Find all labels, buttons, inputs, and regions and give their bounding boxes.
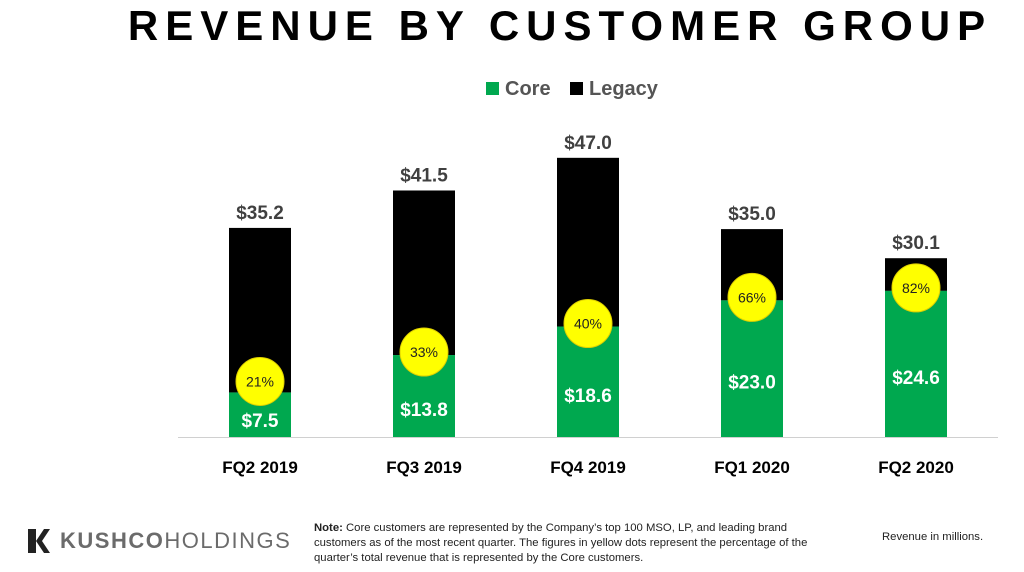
core-share-dot: [563, 299, 613, 349]
x-tick-label: FQ3 2019: [386, 458, 462, 477]
units-note: Revenue in millions.: [882, 531, 984, 543]
core-share-label: 40%: [574, 316, 602, 332]
note-text: Core customers are represented by the Co…: [314, 522, 808, 564]
bar-core: [885, 290, 947, 437]
x-tick-label: FQ1 2020: [714, 458, 790, 477]
x-tick-label: FQ2 2020: [878, 458, 954, 477]
bar-legacy: [557, 157, 619, 327]
kushco-k-icon: [28, 529, 50, 553]
total-label: $30.1: [892, 233, 940, 254]
bar-core: [721, 300, 783, 437]
core-share-label: 82%: [902, 280, 930, 296]
legend-swatch-legacy: [570, 82, 583, 95]
total-label: $41.5: [400, 165, 448, 186]
core-share-dot: [235, 356, 285, 406]
footnote: Note: Core customers are represented by …: [314, 521, 814, 566]
core-share-dot: [727, 272, 777, 322]
core-share-dot: [891, 263, 941, 313]
core-value-label: $13.8: [400, 400, 448, 421]
total-label: $35.2: [236, 203, 284, 224]
x-tick-label: FQ4 2019: [550, 458, 626, 477]
kushco-logo: KUSHCOHOLDINGS: [28, 528, 291, 554]
total-label: $47.0: [564, 133, 612, 154]
core-share-label: 21%: [246, 373, 274, 389]
core-share-label: 66%: [738, 289, 766, 305]
core-value-label: $18.6: [564, 386, 612, 407]
x-tick-label: FQ2 2019: [222, 458, 298, 477]
stacked-bar-chart: Core Legacy $35.2 $7.5 21% FQ2 2019 $41.5 $13.8…: [178, 78, 998, 477]
core-value-label: $7.5: [242, 411, 279, 432]
legend-label-legacy: Legacy: [589, 78, 659, 100]
core-value-label: $24.6: [892, 368, 940, 389]
core-share-label: 33%: [410, 344, 438, 360]
logo-bold-text: KUSHCO: [60, 528, 165, 553]
core-value-label: $23.0: [728, 373, 776, 394]
total-label: $35.0: [728, 204, 776, 225]
legend-swatch-core: [486, 82, 499, 95]
chart-title: REVENUE BY CUSTOMER GROUP: [127, 2, 993, 49]
logo-light-text: HOLDINGS: [164, 528, 292, 553]
note-label: Note:: [314, 522, 343, 534]
legend-label-core: Core: [505, 78, 551, 100]
core-share-dot: [399, 327, 449, 377]
